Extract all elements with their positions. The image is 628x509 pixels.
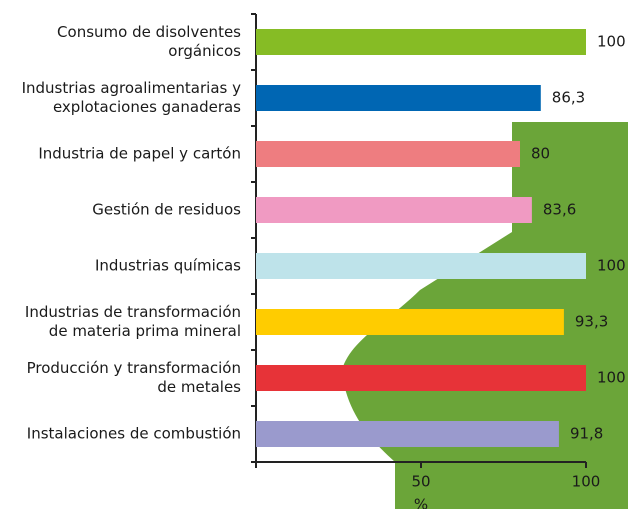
category-label: Gestión de residuos [92,200,241,219]
value-label: 100 [597,369,626,387]
value-label: 100 [597,257,626,275]
bar [256,85,541,111]
category-label: Instalaciones de combustión [26,424,241,443]
category-label: Industrias de transformación de materia … [24,303,241,340]
value-label: 100 [597,33,626,51]
category-label: Consumo de disolventes orgánicos [57,23,241,60]
x-tick-label: 100 [572,473,601,491]
category-label: Industrias agroalimentarias y explotacio… [21,79,241,116]
value-label: 80 [531,145,550,163]
x-tick-label: 50 [411,473,430,491]
value-label: 86,3 [552,89,585,107]
category-label: Industrias químicas [95,256,241,275]
value-label: 83,6 [543,201,576,219]
category-label: Industria de papel y cartón [38,144,241,163]
value-label: 91,8 [570,425,603,443]
bar [256,421,559,447]
bar [256,253,586,279]
value-label: 93,3 [575,313,608,331]
bar [256,29,586,55]
bar [256,141,520,167]
category-label: Producción y transformación de metales [26,359,241,396]
bar [256,197,532,223]
x-axis-label: % [414,496,428,509]
bar [256,309,564,335]
bar [256,365,586,391]
